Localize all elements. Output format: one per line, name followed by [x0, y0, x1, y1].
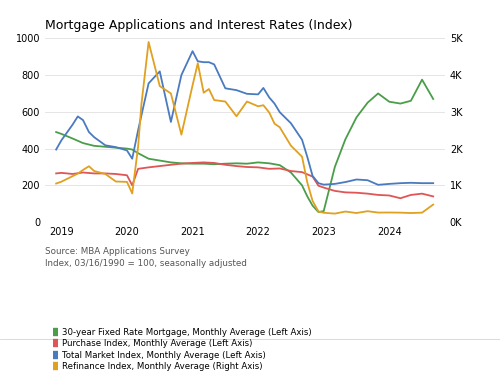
Text: Mortgage Applications and Interest Rates (Index): Mortgage Applications and Interest Rates…: [45, 19, 352, 31]
Legend: 30-year Fixed Rate Mortgage, Monthly Average (Left Axis), Purchase Index, Monthl: 30-year Fixed Rate Mortgage, Monthly Ave…: [50, 324, 316, 375]
Text: Index, 03/16/1990 = 100, seasonally adjusted: Index, 03/16/1990 = 100, seasonally adju…: [45, 259, 247, 267]
Text: Source: MBA Applications Survey: Source: MBA Applications Survey: [45, 247, 190, 256]
